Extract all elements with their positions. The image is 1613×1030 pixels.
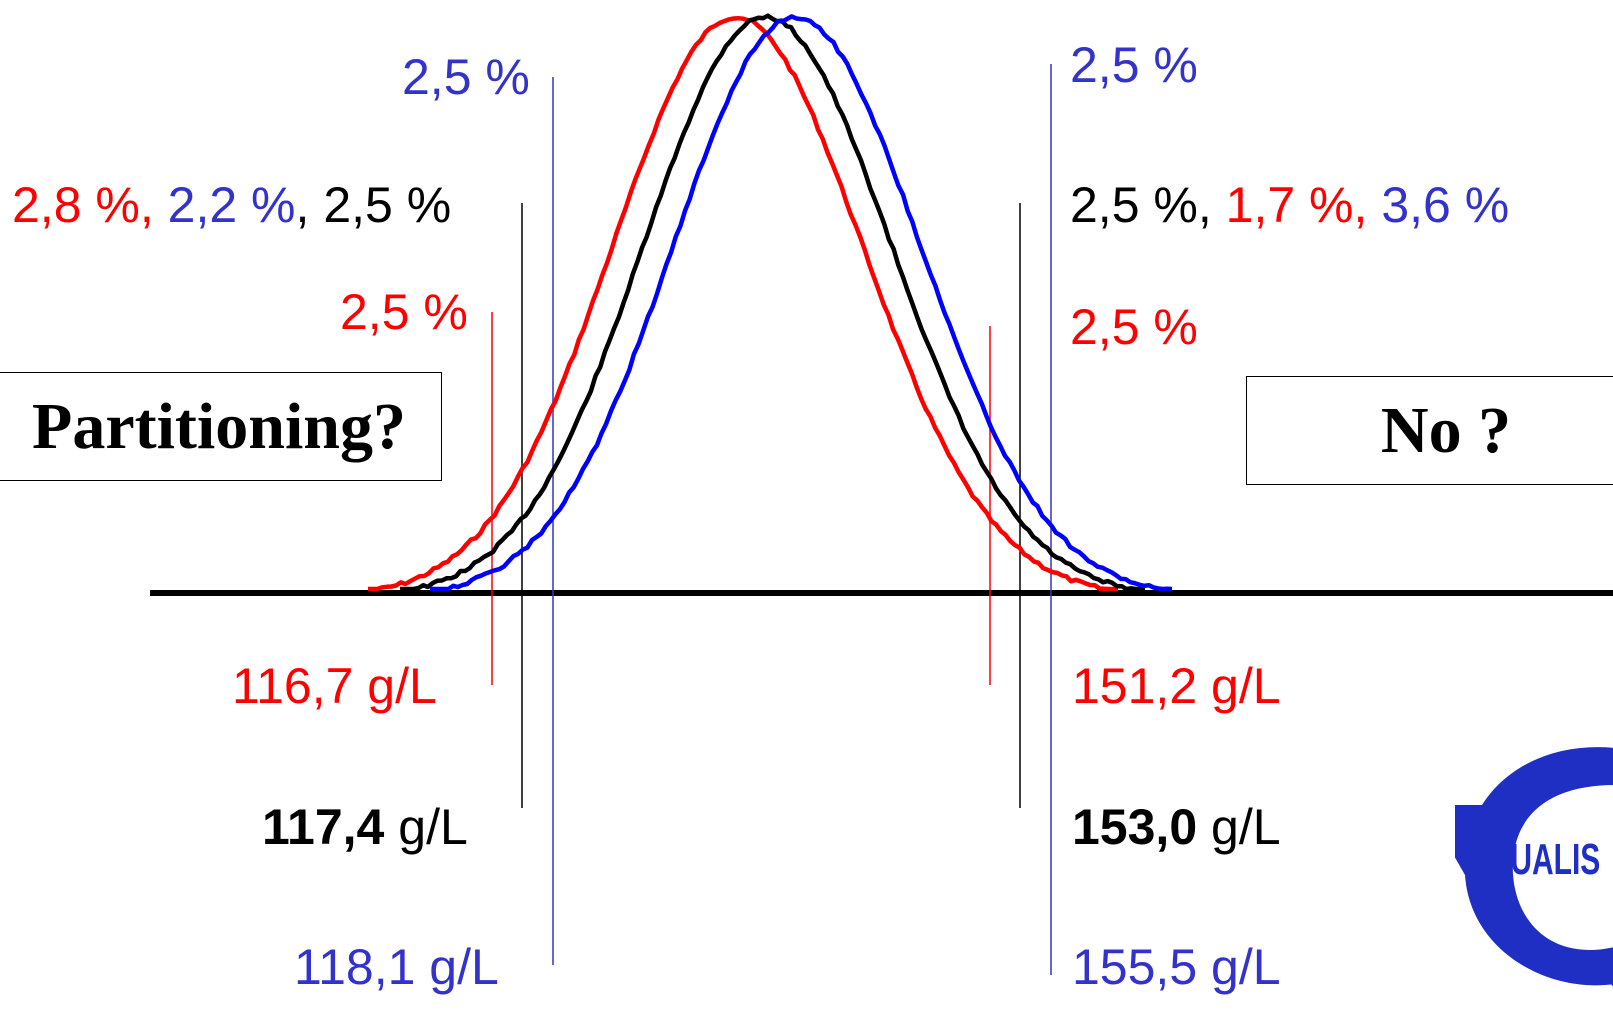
mixed-percent-left: 2,8 %, 2,2 %, 2,5 % bbox=[12, 180, 451, 230]
equalis-logo-icon: EQUALIS bbox=[1455, 740, 1613, 1030]
separator: , bbox=[1197, 177, 1226, 233]
black-percent: 2,5 % bbox=[323, 177, 452, 233]
unit: g/L bbox=[384, 799, 468, 855]
blue-percent: 3,6 % bbox=[1381, 177, 1510, 233]
partitioning-label: Partitioning? bbox=[32, 389, 406, 463]
red-distribution-curve bbox=[368, 15, 1118, 592]
red-percent-left: 2,5 % bbox=[340, 284, 468, 340]
black-upper-limit-value: 153,0 g/L bbox=[1072, 802, 1281, 852]
no-partitioning-box: No ? bbox=[1246, 376, 1613, 485]
red-percent: 1,7 % bbox=[1225, 177, 1354, 233]
separator: , bbox=[139, 177, 168, 233]
blue-percent: 2,2 % bbox=[167, 177, 296, 233]
separator: , bbox=[295, 177, 324, 233]
mixed-percent-right: 2,5 %, 1,7 %, 3,6 % bbox=[1070, 180, 1509, 230]
black-lower-limit-value: 117,4 g/L bbox=[262, 802, 468, 852]
logo-text: EQUALIS bbox=[1467, 834, 1600, 883]
blue-upper-percent-right: 2,5 % bbox=[1070, 37, 1198, 93]
red-upper-limit-value: 151,2 g/L bbox=[1072, 658, 1281, 714]
blue-upper-percent-left: 2,5 % bbox=[402, 49, 530, 105]
no-label: No ? bbox=[1380, 393, 1512, 467]
unit: g/L bbox=[1197, 799, 1281, 855]
blue-upper-limit-value: 155,5 g/L bbox=[1072, 939, 1281, 995]
blue-distribution-curve bbox=[430, 14, 1173, 592]
blue-lower-limit-value: 118,1 g/L bbox=[294, 939, 499, 995]
red-percent: 2,8 % bbox=[12, 177, 140, 233]
black-distribution-curve bbox=[400, 13, 1145, 592]
black-upper-value: 153,0 bbox=[1072, 799, 1198, 855]
red-percent-right: 2,5 % bbox=[1070, 299, 1198, 355]
separator: , bbox=[1353, 177, 1382, 233]
black-percent: 2,5 % bbox=[1070, 177, 1198, 233]
partitioning-box: Partitioning? bbox=[0, 372, 442, 481]
black-lower-value: 117,4 bbox=[262, 799, 385, 855]
red-lower-limit-value: 116,7 g/L bbox=[232, 658, 437, 714]
